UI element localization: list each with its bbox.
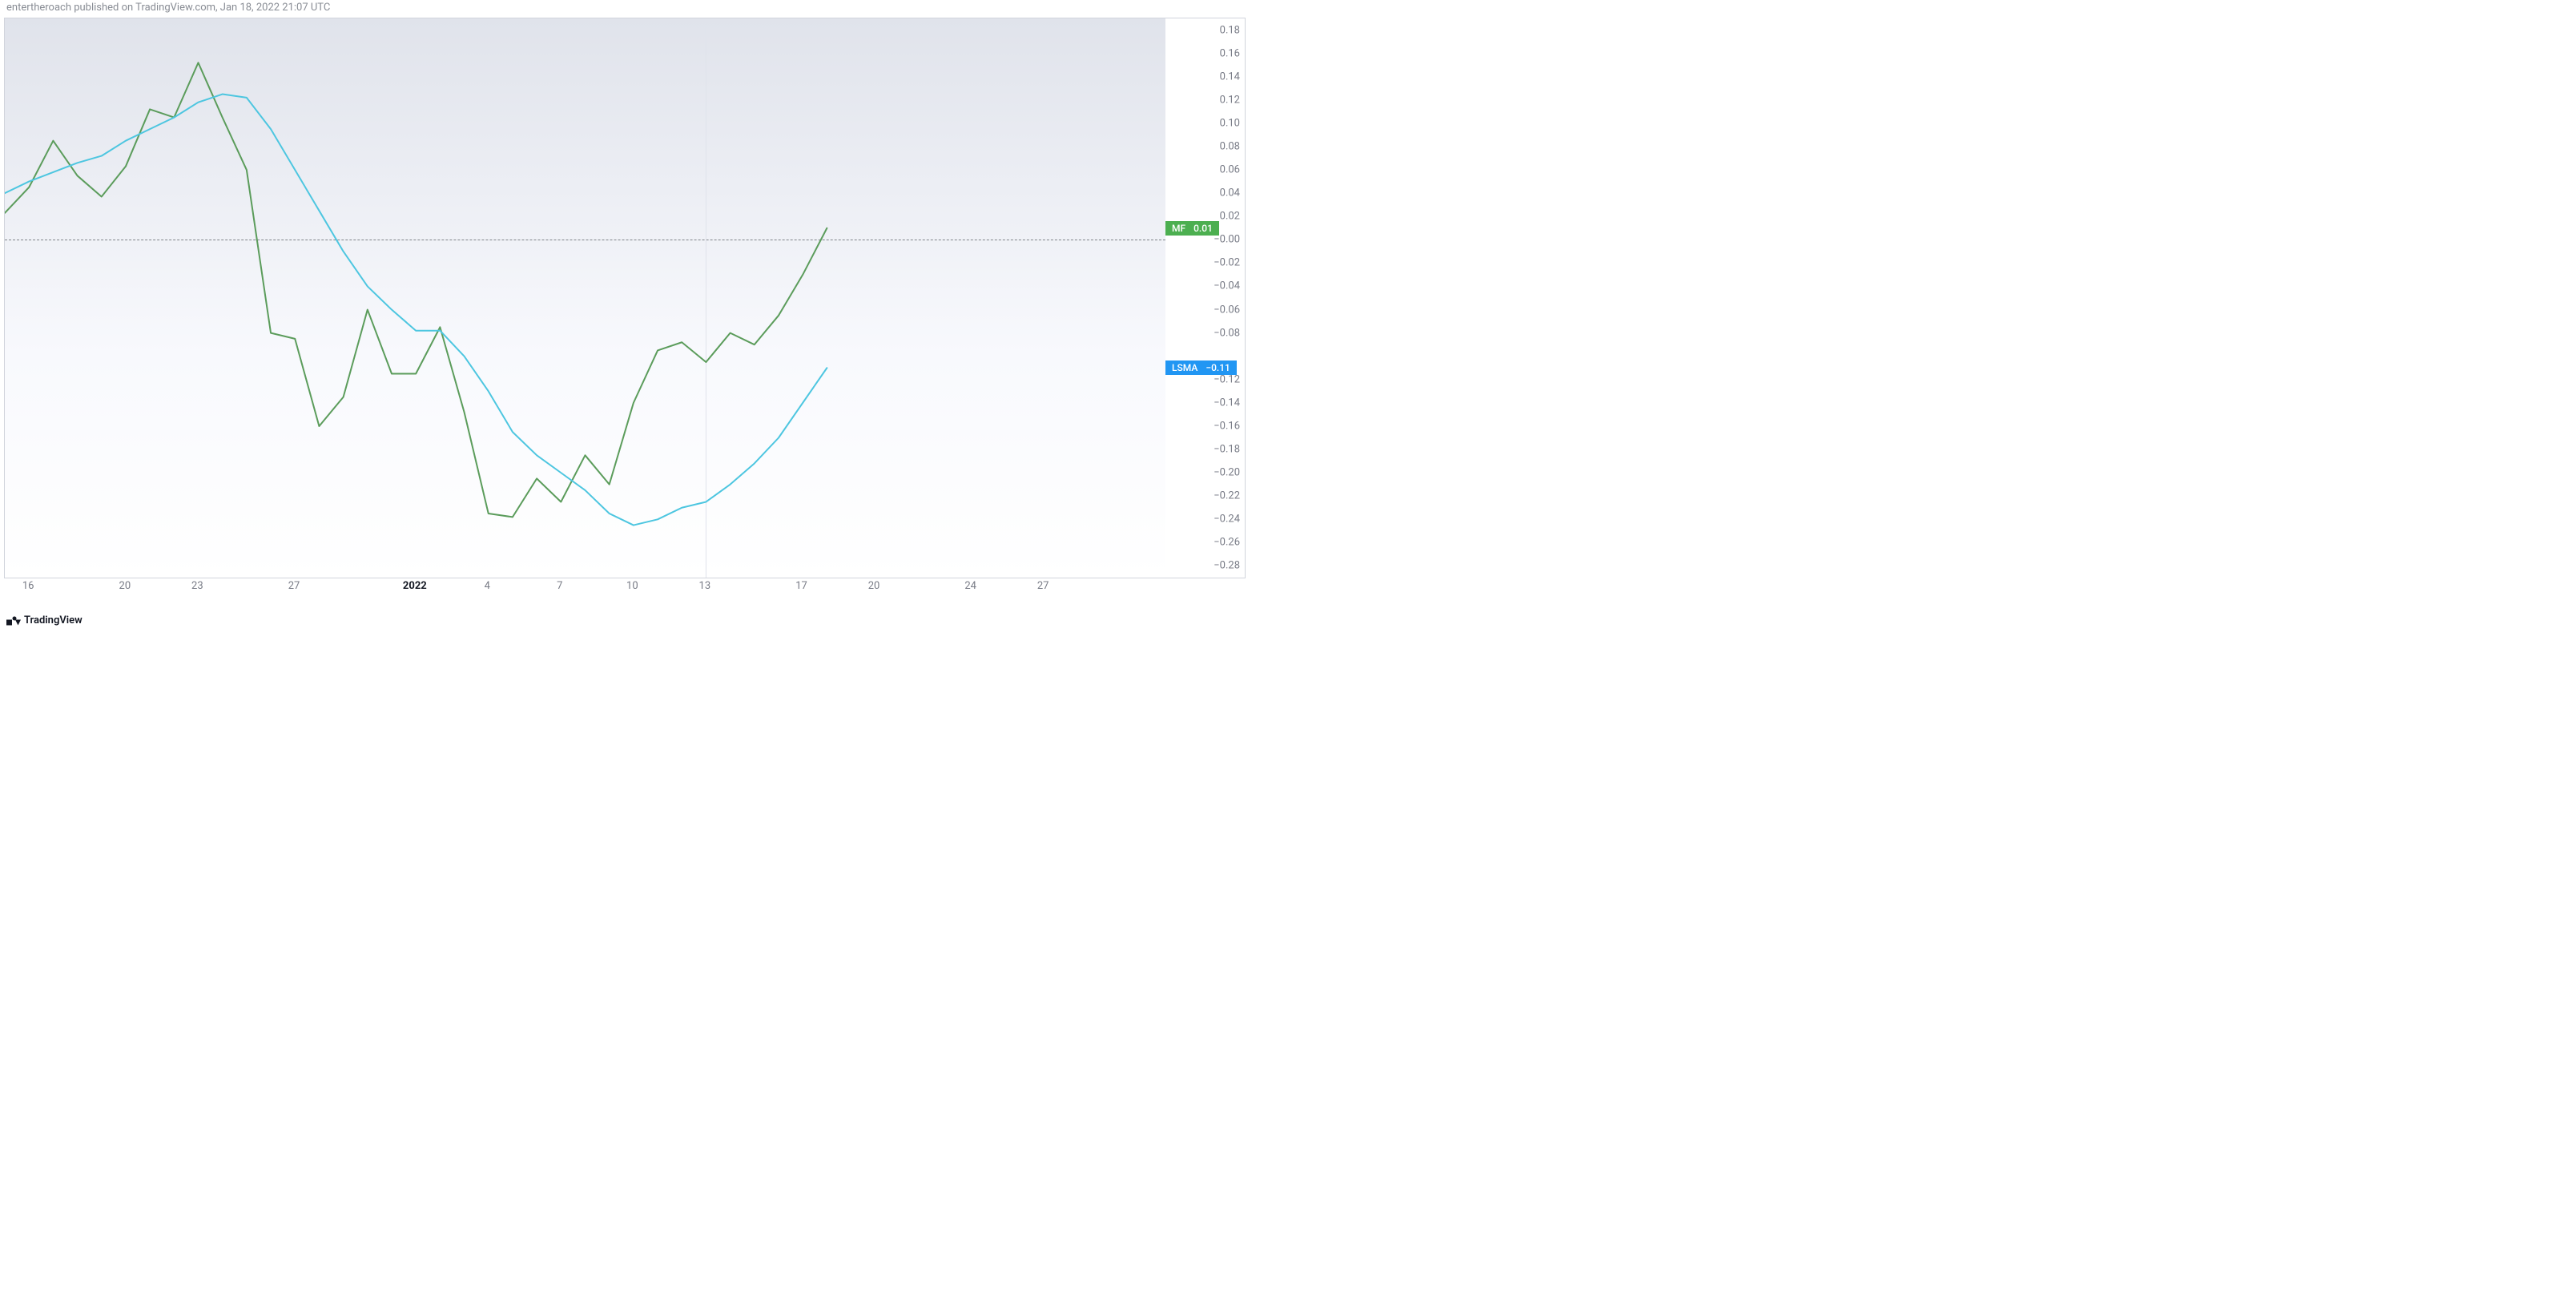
y-axis[interactable]: 0.18 0.16 0.14 0.12 0.10 0.08 0.06 0.04 0.02 −0.0… — [1165, 18, 1246, 578]
x-tick: 4 — [485, 580, 490, 592]
badge-value: 0.01 — [1190, 221, 1216, 236]
publish-info: entertheroach published on TradingView.c… — [6, 2, 330, 14]
y-tick: −0.12 — [1214, 373, 1240, 385]
y-tick: −0.18 — [1214, 444, 1240, 456]
y-tick: 0.04 — [1220, 187, 1240, 199]
x-tick: 20 — [119, 580, 131, 592]
y-tick: 0.14 — [1220, 70, 1240, 83]
price-badge-lsma: LSMA−0.11 — [1165, 360, 1237, 375]
y-tick: −0.16 — [1214, 420, 1240, 432]
x-tick: 27 — [1037, 580, 1049, 592]
x-tick: 24 — [964, 580, 976, 592]
y-tick: −0.02 — [1214, 257, 1240, 269]
badge-name: LSMA — [1169, 360, 1201, 375]
x-tick: 10 — [626, 580, 638, 592]
y-tick: −0.22 — [1214, 490, 1240, 502]
y-tick: −0.08 — [1214, 327, 1240, 339]
y-tick: −0.24 — [1214, 514, 1240, 526]
y-tick: 0.06 — [1220, 164, 1240, 176]
y-tick: −0.20 — [1214, 467, 1240, 479]
x-axis[interactable]: 16 20 23 27 2022 4 7 10 13 17 20 24 27 — [4, 578, 1165, 598]
chart-plot-area[interactable] — [4, 18, 1165, 578]
x-tick: 17 — [795, 580, 807, 592]
badge-name: MF — [1169, 221, 1189, 236]
brand-footer: TradingView — [6, 614, 83, 626]
x-tick: 23 — [191, 580, 203, 592]
series-mf — [5, 62, 827, 517]
x-tick: 20 — [868, 580, 880, 592]
y-tick: 0.02 — [1220, 211, 1240, 223]
x-tick: 16 — [22, 580, 34, 592]
y-tick: −0.04 — [1214, 280, 1240, 292]
y-tick: 0.18 — [1220, 24, 1240, 36]
y-tick: 0.08 — [1220, 140, 1240, 152]
x-tick: 13 — [699, 580, 711, 592]
y-tick: 0.12 — [1220, 94, 1240, 106]
tradingview-logo-icon — [6, 616, 21, 626]
x-tick: 27 — [288, 580, 300, 592]
badge-value: −0.11 — [1202, 360, 1234, 375]
chart-svg — [5, 18, 1165, 578]
price-badge-mf: MF0.01 — [1165, 221, 1219, 236]
y-tick: 0.10 — [1220, 117, 1240, 129]
x-tick: 2022 — [403, 580, 427, 592]
y-tick: −0.00 — [1214, 234, 1240, 246]
y-tick: 0.16 — [1220, 47, 1240, 59]
x-tick: 7 — [557, 580, 562, 592]
y-tick: −0.14 — [1214, 397, 1240, 409]
y-tick: −0.28 — [1214, 560, 1240, 572]
y-tick: −0.06 — [1214, 304, 1240, 316]
y-tick: −0.26 — [1214, 537, 1240, 549]
brand-name: TradingView — [24, 614, 83, 626]
chart-container: entertheroach published on TradingView.c… — [0, 0, 1250, 631]
